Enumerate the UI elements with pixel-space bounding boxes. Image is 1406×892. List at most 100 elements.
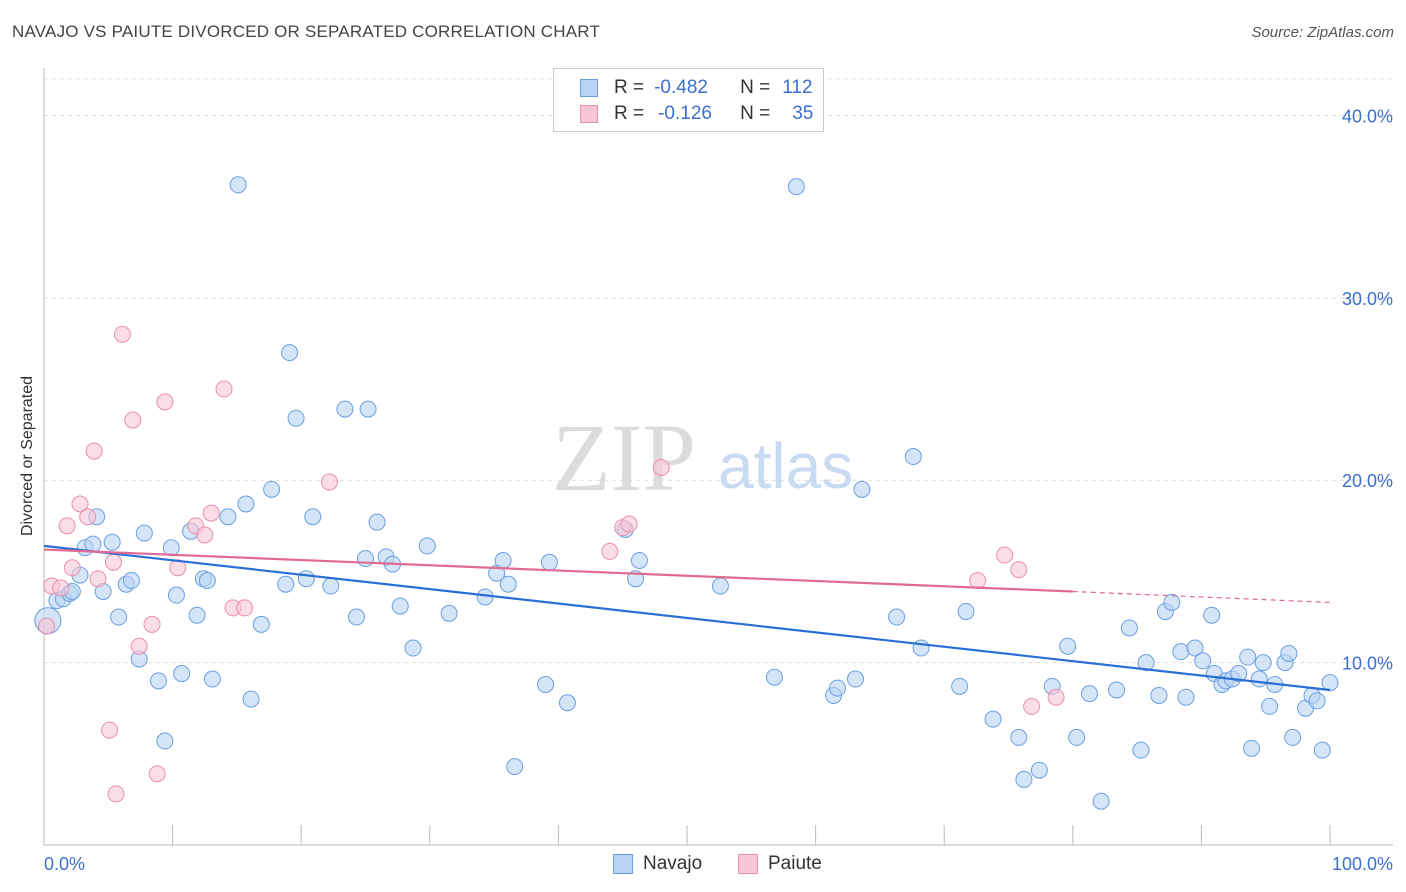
legend-item-navajo[interactable]: Navajo	[613, 852, 702, 876]
navajo-point	[1059, 637, 1077, 655]
navajo-r-label: R =	[614, 77, 645, 98]
paiute-point	[71, 495, 89, 513]
x-tick-label-min: 0.0%	[44, 854, 85, 874]
paiute-point	[601, 542, 619, 560]
paiute-point	[620, 515, 638, 533]
paiute-r-label: R =	[614, 103, 645, 124]
navajo-point	[499, 575, 517, 593]
x-tick-label-max: 100.0%	[1332, 854, 1393, 874]
navajo-point	[173, 665, 191, 683]
watermark-zip: ZIP	[552, 404, 696, 511]
paiute-point	[156, 393, 174, 411]
navajo-point	[122, 572, 140, 590]
watermark-atlas: atlas	[718, 430, 853, 502]
x-tick-labels: 0.0% 100.0%	[44, 854, 1393, 874]
navajo-trend-line	[43, 544, 1331, 692]
legend-row-paiute: R = -0.126 N = 35	[580, 103, 813, 125]
navajo-point	[711, 577, 729, 595]
paiute-point	[202, 504, 220, 522]
navajo-point	[440, 604, 458, 622]
navajo-point	[951, 677, 969, 695]
navajo-point	[156, 732, 174, 750]
navajo-point	[494, 551, 512, 569]
navajo-point	[1313, 741, 1331, 759]
navajo-legend-label: Navajo	[643, 853, 703, 874]
navajo-point	[1068, 728, 1086, 746]
paiute-points	[38, 325, 1065, 803]
paiute-n-label: N =	[740, 103, 771, 124]
navajo-point	[1284, 728, 1302, 746]
navajo-point	[1261, 697, 1279, 715]
navajo-legend-swatch	[613, 854, 633, 874]
navajo-point	[1150, 686, 1168, 704]
navajo-point	[237, 495, 255, 513]
navajo-point	[1010, 728, 1028, 746]
chart-title: NAVAJO VS PAIUTE DIVORCED OR SEPARATED C…	[12, 22, 601, 41]
navajo-point	[347, 608, 365, 626]
navajo-point	[198, 572, 216, 590]
grid-lines	[44, 78, 1393, 664]
navajo-point	[1015, 770, 1033, 788]
navajo-point	[297, 570, 315, 588]
navajo-point	[984, 710, 1002, 728]
navajo-point	[103, 533, 121, 551]
navajo-point	[1163, 593, 1181, 611]
navajo-point	[1239, 648, 1257, 666]
paiute-trend-line	[43, 548, 1073, 593]
axes	[43, 68, 1393, 846]
navajo-point	[336, 400, 354, 418]
paiute-point	[320, 473, 338, 491]
navajo-point	[904, 448, 922, 466]
navajo-point	[368, 513, 386, 531]
paiute-point	[38, 617, 56, 635]
navajo-point	[1132, 741, 1150, 759]
legend-row-navajo: R = -0.482 N = 112	[580, 77, 813, 99]
correlation-legend: R = -0.482 N = 112 R = -0.126 N = 35	[553, 68, 824, 132]
paiute-point	[196, 526, 214, 544]
navajo-point	[149, 672, 167, 690]
paiute-trend-extension	[1072, 590, 1331, 604]
y-tick-label-1: 20.0%	[1342, 471, 1393, 491]
navajo-point	[506, 758, 524, 776]
navajo-n-value: 112	[782, 77, 813, 98]
navajo-point	[1308, 692, 1326, 710]
navajo-point	[1172, 643, 1190, 661]
navajo-point	[540, 553, 558, 571]
legend-item-paiute[interactable]: Paiute	[738, 852, 822, 876]
paiute-point	[58, 517, 76, 535]
paiute-point	[148, 765, 166, 783]
navajo-point	[229, 176, 247, 194]
paiute-point	[1010, 561, 1028, 579]
navajo-point	[1230, 665, 1248, 683]
paiute-n-value: 35	[792, 103, 814, 124]
navajo-point	[1092, 792, 1110, 810]
navajo-point	[828, 679, 846, 697]
navajo-points	[34, 176, 1339, 810]
paiute-point	[124, 411, 142, 429]
y-tick-label-0: 10.0%	[1342, 654, 1393, 674]
paiute-point	[215, 380, 233, 398]
paiute-point	[104, 553, 122, 571]
paiute-point	[1023, 697, 1041, 715]
navajo-point	[203, 670, 221, 688]
navajo-point	[1254, 654, 1272, 672]
navajo-point	[765, 668, 783, 686]
navajo-point	[287, 409, 305, 427]
chart-source: Source: ZipAtlas.com	[1251, 24, 1394, 41]
navajo-point	[188, 606, 206, 624]
navajo-point	[846, 670, 864, 688]
y-tick-labels: 10.0% 20.0% 30.0% 40.0%	[1342, 106, 1393, 673]
navajo-point	[1186, 639, 1204, 657]
paiute-point	[79, 508, 97, 526]
navajo-point	[277, 575, 295, 593]
navajo-swatch	[580, 79, 598, 97]
navajo-point	[787, 178, 805, 196]
navajo-point	[1203, 606, 1221, 624]
paiute-point	[107, 785, 125, 803]
navajo-point	[1108, 681, 1126, 699]
navajo-point	[263, 480, 281, 498]
navajo-point	[1243, 739, 1261, 757]
navajo-point	[558, 694, 576, 712]
watermark: ZIP atlas	[552, 404, 853, 511]
